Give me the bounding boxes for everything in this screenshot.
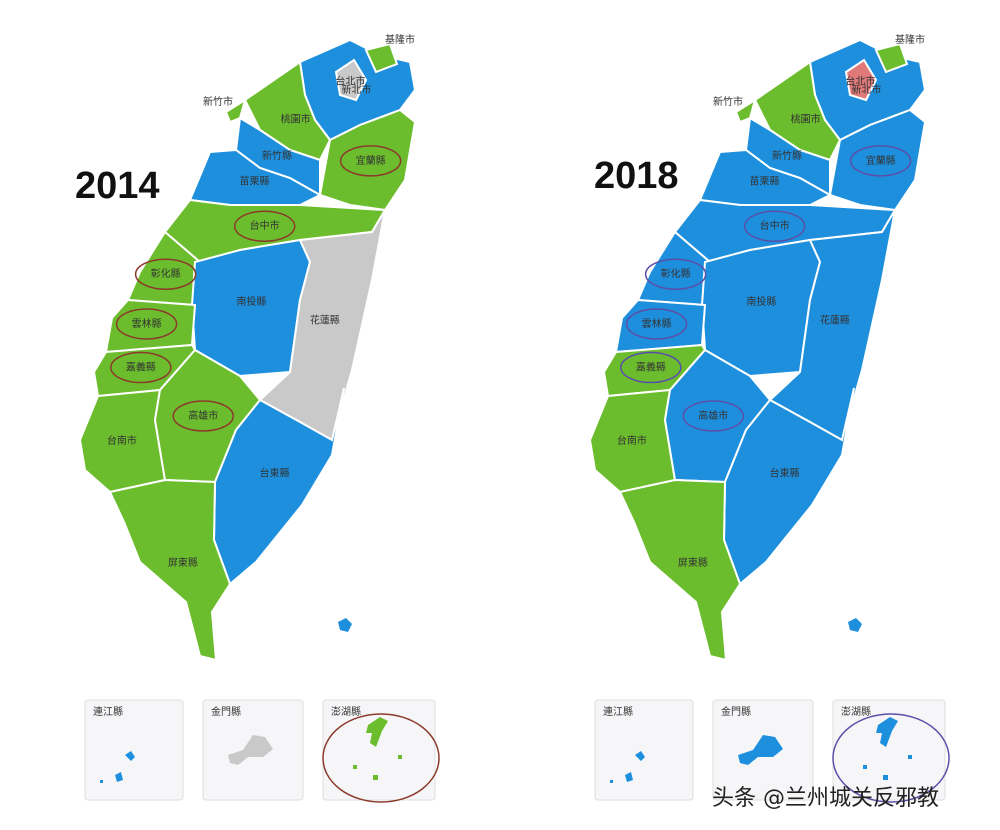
inset: 連江縣 <box>594 699 694 801</box>
region <box>364 42 399 74</box>
highlight-circle <box>115 308 178 340</box>
region-label: 花蓮縣 <box>820 314 850 327</box>
highlight-circle <box>849 145 912 177</box>
region-label: 屏東縣 <box>168 556 198 569</box>
highlight-circle <box>233 210 296 242</box>
highlight-circle <box>644 258 707 290</box>
inset-frame <box>594 699 694 801</box>
inset-frame <box>84 699 184 801</box>
inset: 金門縣 <box>712 699 814 801</box>
region-label: 台北市 <box>335 74 365 87</box>
region <box>614 298 707 354</box>
region-label: 宜蘭縣 <box>866 154 896 167</box>
region <box>828 108 927 212</box>
region <box>258 209 386 442</box>
inset: 澎湖縣 <box>832 699 950 803</box>
highlight-circle <box>322 713 440 803</box>
region <box>108 478 232 662</box>
region-label: 新北市 <box>342 83 372 96</box>
region-label: 嘉義縣 <box>126 361 156 374</box>
region <box>224 97 247 124</box>
highlight-circle <box>172 400 234 432</box>
region-label: 彰化縣 <box>151 267 181 280</box>
highlight-circle <box>682 400 744 432</box>
region-label: 台南市 <box>617 434 647 447</box>
year-label: 2014 <box>75 165 160 207</box>
island <box>100 751 135 783</box>
region-label: 台東縣 <box>260 466 290 479</box>
region-label: 台北市 <box>845 74 875 87</box>
highlight-circle <box>110 351 172 384</box>
region-label: 南投縣 <box>746 295 776 308</box>
region-label: 台東縣 <box>770 466 800 479</box>
island <box>353 717 402 780</box>
region-label: 苗栗縣 <box>750 176 780 188</box>
region-label: 台中市 <box>250 219 280 232</box>
region-label: 彰化縣 <box>661 267 691 280</box>
region <box>874 42 909 74</box>
inset-frame <box>322 699 436 801</box>
region-label: 桃園市 <box>281 113 311 126</box>
region-label: 苗栗縣 <box>240 176 270 188</box>
region-label: 高雄市 <box>188 409 218 422</box>
inset: 澎湖縣 <box>322 699 440 803</box>
highlight-circle <box>620 351 682 384</box>
region-label: 新竹市 <box>713 95 743 108</box>
island <box>863 717 912 780</box>
region <box>334 58 368 102</box>
region-label: 屏東縣 <box>678 556 708 569</box>
region-label: 桃園市 <box>791 113 821 126</box>
region-label: 新北市 <box>852 83 882 96</box>
islet <box>338 618 352 632</box>
region <box>768 209 896 442</box>
islet <box>848 618 862 632</box>
region-label: 台南市 <box>107 434 137 447</box>
region <box>212 387 345 586</box>
inset-label: 澎湖縣 <box>331 706 361 718</box>
region <box>734 97 757 124</box>
highlight-circle <box>743 210 806 242</box>
inset-label: 連江縣 <box>603 705 633 718</box>
region-label: 花蓮縣 <box>310 314 340 327</box>
inset-frame <box>832 699 946 801</box>
island <box>738 735 783 765</box>
inset-label: 金門縣 <box>721 705 751 718</box>
region-label: 嘉義縣 <box>636 361 666 374</box>
region <box>318 108 417 212</box>
island <box>610 751 645 783</box>
inset-label: 金門縣 <box>211 705 241 718</box>
region-label: 台中市 <box>760 219 790 232</box>
highlight-circle <box>339 145 402 177</box>
region-label: 高雄市 <box>698 409 728 422</box>
region <box>722 387 855 586</box>
highlight-circle <box>625 308 688 340</box>
region <box>618 478 742 662</box>
region-label: 新竹市 <box>203 95 233 108</box>
highlight-circle <box>832 713 950 803</box>
region-label: 宜蘭縣 <box>356 154 386 167</box>
region-label: 雲林縣 <box>132 317 162 330</box>
region <box>844 58 878 102</box>
region-label: 南投縣 <box>236 295 266 308</box>
watermark: 头条 @兰州城关反邪教 <box>712 786 939 811</box>
region-label: 基隆市 <box>385 33 415 46</box>
region-label: 雲林縣 <box>642 317 672 330</box>
island <box>228 735 273 765</box>
year-label: 2018 <box>594 155 679 197</box>
inset-label: 連江縣 <box>93 705 123 718</box>
highlight-circle <box>134 258 197 290</box>
region-label: 新竹縣 <box>262 149 292 162</box>
inset: 金門縣 <box>202 699 304 801</box>
region-label: 新竹縣 <box>772 149 802 162</box>
region-label: 基隆市 <box>895 33 925 46</box>
inset-label: 澎湖縣 <box>841 706 871 718</box>
region <box>104 298 197 354</box>
inset: 連江縣 <box>84 699 184 801</box>
